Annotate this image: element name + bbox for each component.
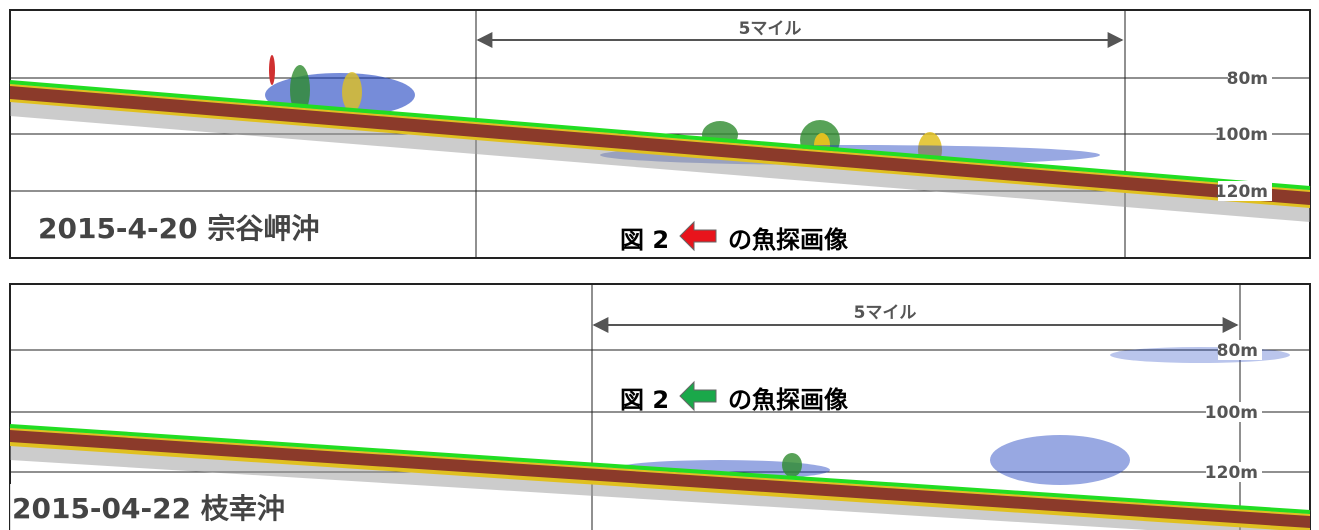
distance-label: 5マイル	[739, 19, 802, 39]
date-label: 2015-04-22 枝幸沖	[12, 492, 285, 525]
depth-label: 80m	[1227, 69, 1268, 89]
distance-label: 5マイル	[854, 303, 917, 323]
page: {"panels": [ {"date_label": "2015-4-20 宗…	[0, 0, 1319, 530]
panel: 5マイル 80m 100m 120m 2015-04-22 枝幸沖 図 2 の魚…	[10, 284, 1310, 530]
depth-label: 80m	[1217, 341, 1258, 361]
caption-prefix: 図 2	[620, 386, 669, 414]
caption-suffix: の魚探画像	[728, 386, 849, 414]
depth-label: 120m	[1205, 463, 1258, 483]
depth-label: 100m	[1215, 125, 1268, 145]
depth-label: 100m	[1205, 403, 1258, 423]
echogram-figure: 5マイル 80m 100m 120m 2015-4-20 宗谷岬沖 図 2 の魚…	[0, 0, 1319, 530]
depth-label: 120m	[1215, 182, 1268, 202]
date-label: 2015-4-20 宗谷岬沖	[38, 212, 319, 245]
caption-suffix: の魚探画像	[728, 226, 849, 254]
panel: 5マイル 80m 100m 120m 2015-4-20 宗谷岬沖 図 2 の魚…	[10, 10, 1310, 258]
caption-prefix: 図 2	[620, 226, 669, 254]
